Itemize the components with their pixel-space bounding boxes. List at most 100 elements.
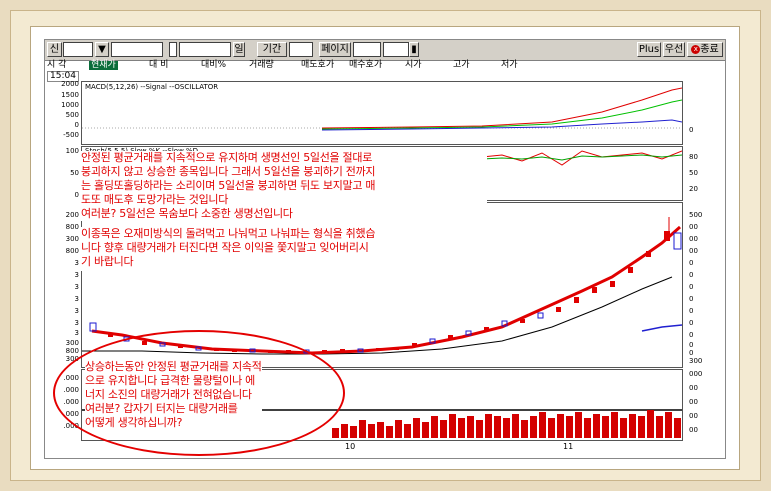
- volume-right-scale: 000 00 00 00 00: [685, 369, 725, 441]
- price-left-scale: 200 800 300 800 3 3 3 3 3 3 3 300 800 30…: [45, 202, 81, 368]
- candle-up: [394, 347, 399, 350]
- tick-label: 3: [74, 295, 79, 303]
- stochastic-plot: [481, 150, 682, 166]
- plus-button[interactable]: Plus: [637, 42, 661, 57]
- bottom-annotation: 상승하는동안 안정된 평균거래를 지속적 으로 유지합니다 급격한 물량털이나 …: [85, 360, 262, 430]
- stochastic-right-scale: 80 50 20: [685, 146, 725, 201]
- quote-label: 고가: [453, 60, 470, 70]
- stock-name-input[interactable]: [111, 42, 163, 57]
- candle-up: [592, 287, 597, 293]
- tick-label: 3: [74, 271, 79, 279]
- macd-line: [321, 87, 682, 129]
- top-annotation-box: 안정된 평균거래를 지속적으로 유지하며 생명선인 5일선을 절대로 붕괴하지 …: [79, 151, 487, 221]
- scroll-handle-icon[interactable]: ▮: [409, 42, 419, 57]
- quote-label: 매수호가: [349, 60, 383, 70]
- page-button[interactable]: 페이지: [319, 42, 351, 57]
- tick-label: 500: [65, 111, 79, 119]
- quote-label: 저가: [501, 60, 518, 70]
- candle-up: [520, 319, 525, 323]
- candle-up: [556, 307, 561, 312]
- quote-header: 시 각 현재가 대 비 대비% 거래량 매도호가 매수호가 시가 고가 저가 1…: [45, 60, 725, 82]
- tick-label: 20: [689, 185, 698, 193]
- tick-label: 1000: [61, 101, 79, 109]
- highlight-ellipse: [53, 330, 345, 456]
- dropdown-arrow-icon[interactable]: ▼: [95, 42, 109, 57]
- tick-label: 0: [689, 331, 694, 339]
- price-right-scale: 500 00 00 00 0 0 0 0 0 0 0 0 0 300: [685, 202, 725, 368]
- candle-down: [537, 312, 544, 319]
- tick-label: 3: [74, 319, 79, 327]
- tick-label: .000: [63, 422, 79, 430]
- candle-down: [501, 320, 508, 327]
- candle-down: [673, 232, 682, 250]
- tick-label: 00: [689, 247, 698, 255]
- page-input[interactable]: [353, 42, 381, 57]
- tick-label: 0: [74, 121, 79, 129]
- slow-d-line: [481, 154, 682, 161]
- candle-down: [89, 322, 97, 332]
- signal-line: [321, 99, 682, 130]
- tick-label: 50: [689, 169, 698, 177]
- tick-label: 200: [65, 211, 79, 219]
- candle-up: [108, 333, 113, 337]
- tick-label: -500: [63, 131, 79, 139]
- candle-up: [376, 348, 381, 351]
- date-label: 11: [563, 442, 574, 451]
- candle-down: [465, 330, 472, 336]
- candle-down: [357, 348, 364, 353]
- toolbar: 신 ▼ 일 기간 페이지 ▮ Plus 우선 x 종료: [45, 40, 725, 61]
- tick-label: 3: [74, 259, 79, 267]
- tick-label: 300: [65, 355, 79, 363]
- macd-right-scale: 0: [685, 81, 725, 145]
- quote-label: 시가: [405, 60, 422, 70]
- volume-bars: [332, 410, 681, 438]
- date-button[interactable]: 일: [233, 42, 245, 57]
- tick-label: 0: [689, 283, 694, 291]
- quote-label: 매도호가: [301, 60, 335, 70]
- exit-label: 종료: [700, 44, 719, 55]
- stock-code-input[interactable]: [63, 42, 93, 57]
- tick-label: 800: [65, 347, 79, 355]
- tick-label: 00: [689, 235, 698, 243]
- priority-button[interactable]: 우선: [663, 42, 685, 57]
- period-button[interactable]: 기간: [257, 42, 287, 57]
- candle-up: [574, 297, 579, 303]
- candle-down: [429, 338, 436, 344]
- date-input[interactable]: [179, 42, 231, 57]
- macd-left-scale: 2000 1500 1000 500 0 -500: [45, 81, 81, 145]
- code-label[interactable]: 신: [47, 42, 62, 57]
- tick-label: 3: [74, 307, 79, 315]
- candle-up: [610, 281, 615, 287]
- tick-label: 0: [689, 307, 694, 315]
- quote-label: 대 비: [149, 60, 169, 70]
- quote-label: 대비%: [201, 60, 227, 70]
- tick-label: 0: [689, 341, 694, 349]
- volume-plot: [82, 409, 682, 438]
- period-input[interactable]: [289, 42, 313, 57]
- quote-time: 15:04: [47, 71, 79, 82]
- middle-annotation-box: 이종목은 오재미방식의 돌려먹고 나눠먹고 나눠파는 형식을 취했습 니다 향후…: [79, 227, 487, 271]
- stochastic-left-scale: 100 50 0: [45, 146, 81, 201]
- middle-annotation: 이종목은 오재미방식의 돌려먹고 나눠먹고 나눠파는 형식을 취했습 니다 향후…: [81, 227, 376, 268]
- candle-up: [448, 335, 453, 339]
- tick-label: 3: [74, 329, 79, 337]
- candle-up: [484, 327, 489, 331]
- top-annotation: 안정된 평균거래를 지속적으로 유지하며 생명선인 5일선을 절대로 붕괴하지 …: [81, 151, 376, 220]
- macd-plot: [82, 87, 682, 131]
- candle-up: [664, 231, 670, 241]
- exit-button[interactable]: x 종료: [687, 42, 723, 57]
- candle-up: [646, 251, 651, 257]
- candle-up: [322, 350, 327, 353]
- date-field-a[interactable]: [169, 42, 177, 57]
- tick-label: 300: [65, 339, 79, 347]
- oscillator-line: [321, 119, 682, 131]
- tick-label: 0: [74, 191, 79, 199]
- tick-label: 80: [689, 153, 698, 161]
- tick-label: 00: [689, 426, 698, 434]
- quote-label-active[interactable]: 현재가: [89, 60, 118, 70]
- chart-window: 신 ▼ 일 기간 페이지 ▮ Plus 우선 x 종료 시 각 현재가 대 비 대…: [44, 39, 726, 459]
- tick-label: 300: [65, 235, 79, 243]
- tick-label: 500: [689, 211, 703, 219]
- page-input-2[interactable]: [383, 42, 409, 57]
- candle-up: [628, 267, 633, 273]
